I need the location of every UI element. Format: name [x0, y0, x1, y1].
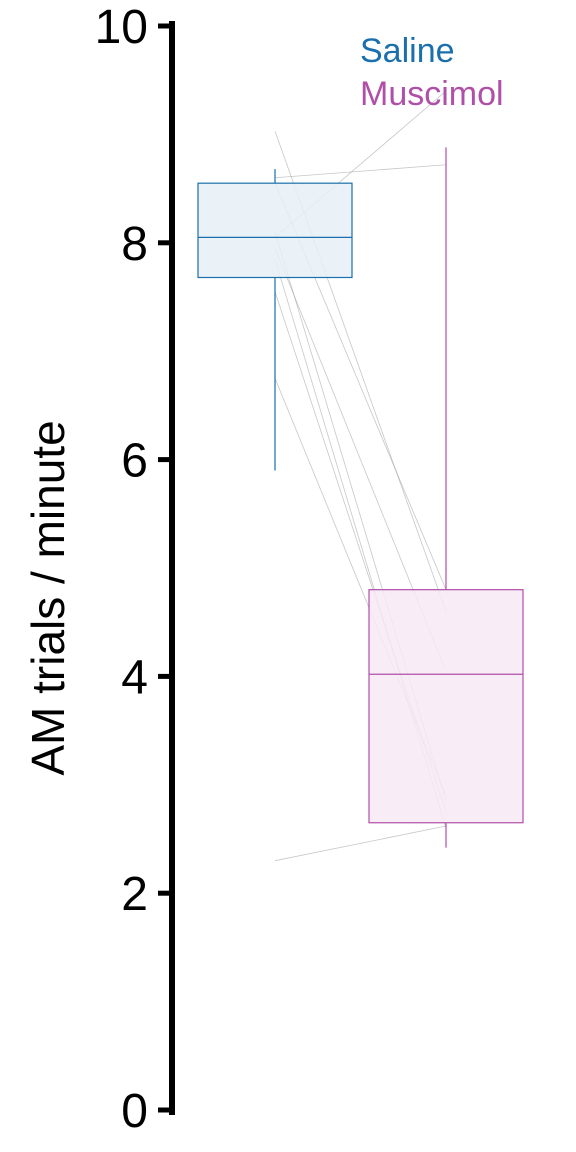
box-muscimol — [368, 147, 524, 848]
paired-line — [274, 164, 447, 179]
y-tick-label: 8 — [121, 218, 148, 271]
y-tick-label: 10 — [95, 1, 148, 54]
y-axis: 0 2 4 6 8 10 — [95, 1, 175, 1138]
legend: Saline Muscimol — [360, 32, 504, 113]
y-tick-label: 6 — [121, 435, 148, 488]
y-tick-label: 2 — [121, 868, 148, 921]
boxes — [197, 147, 524, 848]
legend-entry-saline: Saline — [360, 32, 455, 70]
y-tick-label: 4 — [121, 651, 148, 704]
y-axis-label: AM trials / minute — [22, 420, 74, 775]
box-iqr — [368, 589, 524, 824]
box-iqr — [197, 182, 353, 279]
box-saline — [197, 169, 353, 471]
paired-line — [274, 825, 447, 862]
legend-entry-muscimol: Muscimol — [360, 75, 504, 113]
y-tick-label: 0 — [121, 1085, 148, 1138]
